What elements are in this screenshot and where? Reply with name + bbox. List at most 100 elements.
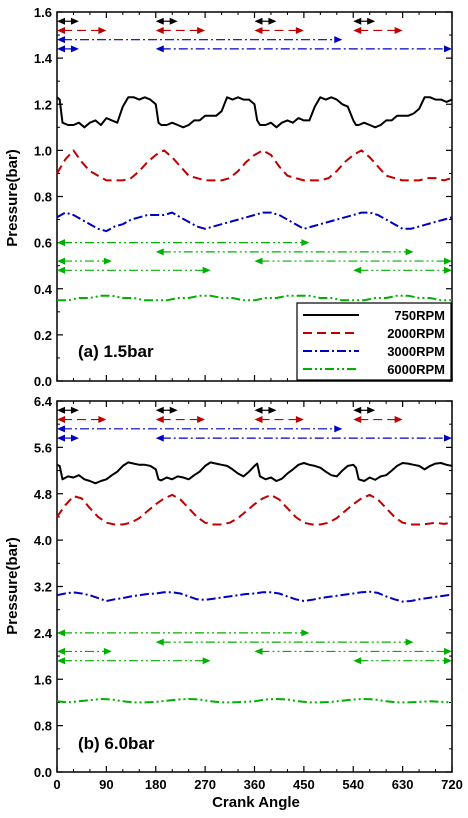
panel-1-interval-arrowhead-left [155,434,164,442]
panel-1-interval-arrowhead-right [334,425,343,433]
panel-0-interval-arrowhead-left [57,45,65,53]
panel-1-ytick-label: 1.6 [34,672,52,687]
panel-a: (a) 1.5bar Pressure(bar) 0.0 0.2 0.4 0.6 0.8… [4,5,453,389]
panel-1-frame [56,400,453,773]
panel-1-interval-arrowhead-right [268,406,277,414]
panel-0-interval-arrowhead-left [57,266,65,274]
panel-1-xtick-label: 270 [194,777,216,792]
panel-0-interval-arrowhead-right [103,257,112,265]
panel-0-interval-arrowhead-left [254,26,263,34]
panel-0-interval-arrowhead-right [202,266,211,274]
panel-0-ytick-label: 1.6 [34,5,52,20]
panel-1-interval-arrowhead-left [57,629,65,637]
panel-1-interval-arrowhead-right [169,406,178,414]
panel-0-series-3000RPM-line [56,211,453,233]
panel-0-series-2000RPM-line [56,149,453,182]
panel-1-interval-arrowhead-left [155,638,164,646]
panel-1-xtick-label: 720 [441,777,463,792]
panel-1-interval-arrowhead-left [57,416,65,424]
panel-1-interval-arrowhead-left [57,406,65,414]
panel-0-interval-arrowhead-right [334,36,343,44]
panel-0-ytick-label: 0.6 [34,236,52,251]
legend-label-6000RPM: 6000RPM [387,362,445,377]
panel-a-annotation: (a) 1.5bar [78,342,154,361]
panel-0-interval-arrowhead-right [295,26,304,34]
legend-label-3000RPM: 3000RPM [387,344,445,359]
panel-1-interval-arrowhead-left [254,416,263,424]
panel-1-xtick-label: 630 [392,777,414,792]
panel-b-xlabel: Crank Angle [212,794,300,811]
panel-0-ytick-label: 1.0 [34,143,52,158]
panel-1-ytick-label: 6.4 [34,394,53,409]
panel-1-interval-arrowhead-left [57,647,65,655]
panel-1-ytick-label: 4.8 [34,487,52,502]
panel-0-ytick-label: 0.2 [34,328,52,343]
panel-1-xtick-label: 540 [342,777,364,792]
panel-1-interval-arrowhead-right [405,638,414,646]
panel-1-series-750RPM-line [56,461,453,485]
panel-1-ytick-label: 3.2 [34,580,52,595]
legend-label-2000RPM: 2000RPM [387,326,445,341]
panel-0-ytick-label: 1.2 [34,97,52,112]
panel-1-xtick-label: 0 [53,777,60,792]
panel-0-interval-arrowhead-right [169,17,178,25]
panel-1-series-3000RPM-line [56,590,453,603]
panel-0-ytick-label: 0.0 [34,374,52,389]
panel-1-interval-arrowhead-right [444,434,452,442]
panel-1-interval-arrowhead-left [155,416,164,424]
panel-0-ytick-label: 1.4 [34,51,53,66]
panel-0-interval-arrowhead-left [254,17,263,25]
panel-0-interval-arrowhead-right [444,266,452,274]
panel-1-interval-arrowhead-right [98,416,107,424]
panel-1-ytick-label: 0.8 [34,719,52,734]
panel-1-xtick-label: 180 [145,777,167,792]
panel-1-xtick-label: 360 [244,777,266,792]
panel-0-interval-arrowhead-left [57,36,65,44]
panel-1-xtick-label: 450 [293,777,315,792]
panel-1-interval-arrowhead-left [254,647,263,655]
panel-0-interval-arrowhead-left [155,248,164,256]
panel-1-interval-arrowhead-left [254,406,263,414]
panel-1-ytick-label: 4.0 [34,533,52,548]
panel-0-interval-arrowhead-left [254,257,263,265]
panel-0-interval-arrowhead-left [353,26,362,34]
panel-1-interval-arrowhead-right [70,434,79,442]
legend-label-750RPM: 750RPM [394,308,445,323]
panel-0-interval-arrowhead-left [57,239,65,247]
panel-1-interval-arrowhead-left [155,406,164,414]
panel-0-interval-arrowhead-left [353,17,362,25]
panel-1-interval-arrowhead-left [353,406,362,414]
panel-0-interval-arrowhead-right [197,26,206,34]
panel-0-interval-arrowhead-left [57,26,65,34]
panel-1-interval-arrowhead-left [57,434,65,442]
panel-0-interval-arrowhead-left [57,17,65,25]
panel-1-interval-arrowhead-right [103,647,112,655]
panel-1-interval-arrowhead-left [353,657,362,665]
panel-0-interval-arrowhead-right [70,45,79,53]
panel-0-interval-arrowhead-left [353,266,362,274]
panel-1-interval-arrowhead-right [444,647,452,655]
panel-0-interval-arrowhead-right [444,45,452,53]
panel-1-interval-arrowhead-right [444,657,452,665]
panel-b-annotation: (b) 6.0bar [78,734,155,753]
panel-1-interval-arrowhead-right [295,416,304,424]
panel-1-interval-arrowhead-left [57,425,65,433]
panel-0-interval-arrowhead-right [70,17,79,25]
panel-0-interval-arrowhead-right [405,248,414,256]
panel-1-ytick-label: 5.6 [34,440,52,455]
panel-b-ylabel: Pressure(bar) [4,537,21,635]
panel-1-ytick-label: 0.0 [34,765,52,780]
panel-0-interval-arrowhead-right [98,26,107,34]
panel-0-interval-arrowhead-right [301,239,310,247]
panel-1-series-6000RPM-line [56,698,453,704]
panel-0-interval-arrowhead-left [155,45,164,53]
panel-1-interval-arrowhead-left [353,416,362,424]
panel-0-series-6000RPM-line [57,294,452,302]
panel-0-ytick-label: 0.8 [34,190,52,205]
panel-0-interval-arrowhead-left [57,257,65,265]
panel-1-interval-arrowhead-right [394,416,403,424]
legend: 750RPM 2000RPM 3000RPM 6000RPM [296,302,452,381]
panel-0-interval-arrowhead-right [367,17,376,25]
panel-0-interval-arrowhead-right [268,17,277,25]
